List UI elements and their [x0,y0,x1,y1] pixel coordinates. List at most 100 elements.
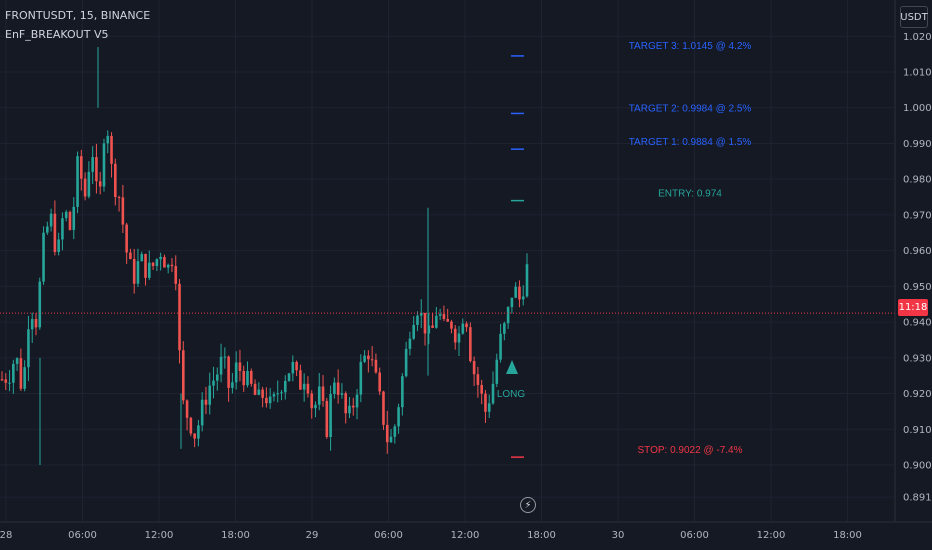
candle-body [53,213,57,252]
candle-body [155,259,159,266]
time-axis[interactable]: 28 06:00 12:00 18:00 29 06:00 12:00 18:00 30 06:0… [0,530,862,541]
candle-body [389,436,393,443]
candle-body [0,379,4,381]
long-signal-label: LONG [497,389,526,400]
candle-body [306,383,310,394]
indicator-legend[interactable]: EnF_BREAKOUT V5 [5,28,109,41]
candle-body [49,213,53,227]
candle-body [231,382,234,388]
candle-body [68,211,72,230]
candle-body [461,323,465,334]
candle-body [295,361,298,371]
candle-body [219,356,223,375]
candle-body [491,383,495,404]
candle-body [265,397,268,404]
time-tick-label: 12:00 [145,530,174,541]
candle-body [110,135,113,164]
candle-body [197,425,200,439]
candle-body [370,359,374,361]
candle-body [159,256,162,260]
candle-body [450,321,453,329]
candle-body [234,362,238,383]
candle-body [215,374,219,381]
candle-body [15,358,19,364]
currency-unit-button[interactable]: USDT [900,6,928,28]
time-tick-label: 06:00 [374,530,403,541]
candle-body [242,370,246,386]
candle-body [23,367,26,389]
candle-body [193,433,196,439]
candle-body [340,393,344,395]
candle-body [132,259,136,284]
candle-body [246,370,249,386]
time-tick-label: 12:00 [757,530,786,541]
candle-body [503,323,506,334]
candle-body [227,356,230,388]
candle-body [487,403,491,412]
candle-body [457,333,461,343]
time-tick-label: 28 [0,530,12,541]
candle-body [419,312,423,316]
candle-body [106,135,110,144]
candle-body [480,384,483,394]
candle-body [423,312,427,334]
candle-body [253,383,257,395]
candle-body [144,253,147,278]
candle-body [80,156,83,179]
lightning-icon[interactable]: ⚡ [520,497,536,513]
candlestick-series [0,46,529,465]
candle-body [359,361,363,395]
candle-body [401,376,404,408]
candle-body [416,315,419,325]
trade-annotations: TARGET 3: 1.0145 @ 4.2% TARGET 2: 0.9984… [497,41,752,456]
candle-body [427,325,431,334]
candle-body [317,386,321,405]
candle-body [333,382,336,395]
current-price-tag: 11:18 [898,299,928,316]
candle-body [291,361,295,374]
trade-levels [511,55,524,458]
candle-body [302,383,306,390]
candle-body [510,297,514,308]
candle-body [163,256,166,268]
candle-body [166,264,170,268]
candle-body [408,338,412,349]
price-tick-label: 0.8910 [903,493,932,504]
candle-body [140,253,144,262]
time-tick-label: 30 [612,530,625,541]
candle-body [121,197,125,225]
entry-label: ENTRY: 0.974 [658,189,722,200]
candle-body [125,224,128,253]
target1-label: TARGET 1: 0.9884 @ 1.5% [629,137,752,148]
candle-body [34,319,38,328]
candle-body [521,296,525,300]
time-tick-label: 29 [306,530,319,541]
candle-body [363,355,366,362]
time-tick-label: 12:00 [451,530,480,541]
candle-body [404,348,408,377]
candle-body [374,359,378,373]
candle-body [102,143,106,187]
candle-body [438,314,442,316]
candle-body [442,314,446,319]
candle-body [30,319,34,330]
candle-body [465,323,468,328]
candle-body [276,393,280,395]
symbol-legend[interactable]: FRONTUSDT, 15, BINANCE [5,9,151,22]
candle-body [268,396,272,404]
candle-body [435,315,438,328]
candle-body [382,391,385,425]
candle-body [329,394,332,437]
candle-body [355,394,359,408]
candle-body [257,389,261,395]
candle-body [181,350,185,401]
candle-body [367,355,370,360]
